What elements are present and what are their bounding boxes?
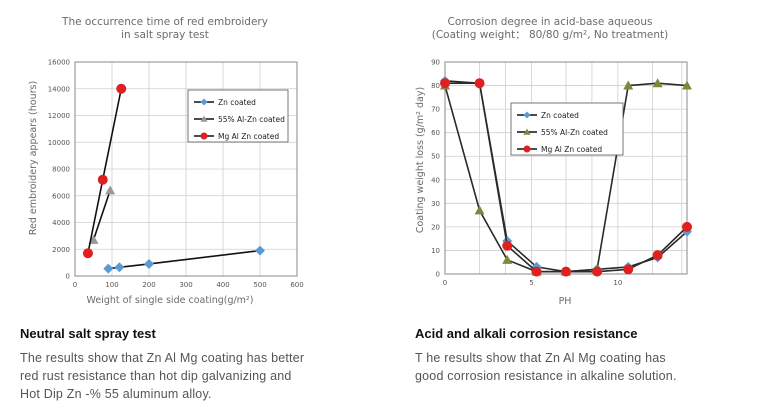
caption-heading-left: Neutral salt spray test [20,326,156,341]
y-tick-label: 6000 [52,192,70,200]
data-point [561,266,571,277]
data-point [97,174,108,185]
data-point [440,78,450,89]
data-point [114,262,125,273]
chart-title-line: (Coating weight： 80/80 g/m², No treatmen… [432,29,669,41]
data-point [623,264,634,275]
x-tick-label: 600 [290,281,303,289]
x-tick-label: 300 [179,281,192,289]
y-tick-label: 16000 [48,59,70,67]
legend-label: 55% Al-Zn coated [218,115,285,124]
x-tick-label: 100 [105,281,118,289]
y-tick-label: 30 [431,200,440,208]
x-axis-label: PH [559,296,572,307]
x-tick-label: 200 [142,281,155,289]
y-tick-label: 0 [66,273,70,281]
legend-label: Mg Al Zn coated [541,145,602,154]
y-tick-label: 4000 [52,219,70,227]
caption-body-right: T he results show that Zn Al Mg coating … [415,349,677,385]
y-tick-label: 14000 [48,85,70,93]
data-point [474,78,485,89]
y-tick-label: 2000 [52,246,70,254]
legend-marker [523,128,531,135]
y-tick-label: 50 [431,153,440,161]
data-point [103,263,114,274]
y-axis-label: Coating weight loss (g/m² day) [415,87,426,233]
acid-base-chart: Corrosion degree in acid-base aqueous(Co… [415,16,692,307]
caption-body-left: The results show that Zn Al Mg coating h… [20,349,304,403]
data-point [682,80,692,90]
data-point [682,221,692,232]
acid-base-panel: Corrosion degree in acid-base aqueous (Co… [395,0,760,420]
legend-marker [200,98,208,106]
x-tick-label: 500 [253,281,266,289]
x-tick-label: 5 [529,279,533,287]
legend-marker [523,111,531,119]
x-tick-label: 400 [216,281,229,289]
data-point [105,185,116,195]
salt-spray-chart: The occurrence time of red embroideryin … [28,16,304,306]
y-tick-label: 0 [436,271,440,279]
legend-label: Zn coated [541,111,579,120]
data-point [474,205,485,215]
y-tick-label: 10 [431,247,440,255]
y-tick-label: 90 [431,59,440,67]
y-tick-label: 60 [431,129,440,137]
legend-label: 55% Al-Zn coated [541,128,608,137]
y-tick-label: 10000 [48,139,70,147]
legend-label: Zn coated [218,98,256,107]
series-line [87,88,123,254]
y-tick-label: 20 [431,223,440,231]
caption-heading-right: Acid and alkali corrosion resistance [415,326,638,341]
legend-marker [200,132,208,140]
caption-line: red rust resistance than hot dip galvani… [20,369,292,383]
data-point [652,250,663,261]
x-tick-label: 10 [613,279,622,287]
chart-title-line: The occurrence time of red embroidery [61,16,268,28]
caption-line: good corrosion resistance in alkaline so… [415,369,677,383]
caption-line: T he results show that Zn Al Mg coating … [415,351,666,365]
legend-marker [200,115,208,122]
plot-frame [74,61,298,277]
data-point [255,245,265,256]
chart-title-line: Corrosion degree in acid-base aqueous [448,16,653,28]
data-point [144,258,154,269]
x-tick-label: 0 [73,281,77,289]
data-point [82,248,93,259]
salt-spray-panel: The occurrence time of red embroidery in … [20,16,304,403]
legend-box [510,102,624,156]
data-point [116,83,127,94]
series-line [92,190,111,241]
data-point [652,78,663,88]
legend-marker [523,145,531,153]
y-tick-label: 40 [431,176,440,184]
y-tick-label: 70 [431,106,440,114]
data-point [502,254,513,264]
y-tick-label: 12000 [48,112,70,120]
data-point [623,80,634,90]
series-line [108,249,261,270]
data-point [502,240,513,251]
chart-title-line: in salt spray test [121,29,209,41]
caption-line: The results show that Zn Al Mg coating h… [20,351,305,365]
y-axis-label: Red embroidery appears (hours) [28,81,39,235]
legend-label: Mg Al Zn coated [218,132,279,141]
y-tick-label: 80 [431,82,440,90]
data-point [592,266,603,277]
x-tick-label: 0 [443,279,447,287]
x-axis-label: Weight of single side coating(g/m²) [87,295,254,306]
data-point [531,266,542,277]
caption-line: Hot Dip Zn -% 55 aluminum alloy. [20,387,212,401]
y-tick-label: 8000 [52,166,70,174]
